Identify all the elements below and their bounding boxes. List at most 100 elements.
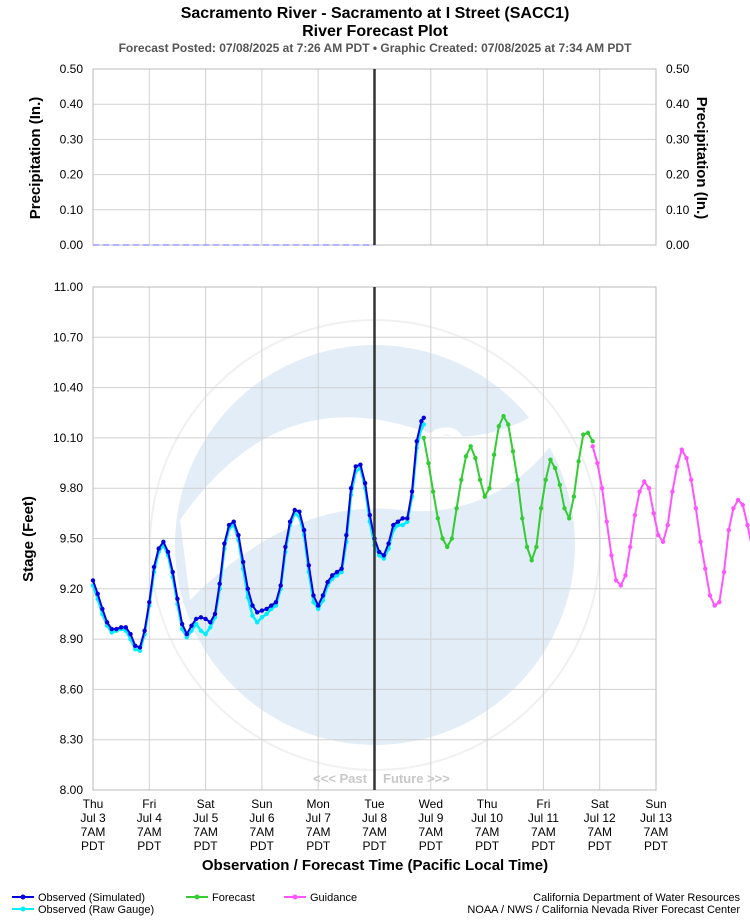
data-point-forecast xyxy=(473,455,478,461)
data-point-observed-simulated xyxy=(151,564,157,570)
data-point-observed-simulated xyxy=(133,643,138,649)
data-point-observed-simulated xyxy=(222,541,227,546)
stage-y-tick: 10.10 xyxy=(53,431,83,445)
posted-timestamp: Forecast Posted: 07/08/2025 at 7:26 AM P… xyxy=(119,41,633,55)
data-point-guidance xyxy=(618,583,624,588)
precipitation-y-label-left: Precipitation (In.) xyxy=(27,97,44,220)
precipitation-y-ticks-right: 0.00 0.10 0.20 0.30 0.40 0.50 xyxy=(666,62,690,252)
series-guidance xyxy=(590,444,750,608)
stage-x-tick: Sat Jul 5 7AM PDT xyxy=(193,797,219,853)
data-point-observed-simulated xyxy=(334,569,340,575)
data-point-guidance xyxy=(637,489,642,494)
data-point-guidance xyxy=(642,479,647,484)
data-point-guidance xyxy=(735,497,741,503)
precip-y-tick-right: 0.20 xyxy=(666,168,690,182)
credit-noaa: NOAA / NWS / California Nevada River For… xyxy=(467,904,740,916)
data-point-observed-simulated xyxy=(208,620,213,625)
stage-y-tick: 9.80 xyxy=(60,481,84,495)
data-point-observed-simulated xyxy=(226,522,232,528)
stage-panel: 8.00 8.30 8.60 8.90 9.20 9.50 9.80 10.10 10.40 10… xyxy=(20,280,750,874)
data-point-guidance xyxy=(595,460,600,466)
chart-subtitle: River Forecast Plot xyxy=(302,23,449,40)
data-point-observed-simulated xyxy=(161,539,166,545)
series-line-observed-simulated xyxy=(92,417,425,649)
data-point-observed-raw-gauge xyxy=(273,603,279,608)
data-point-observed-raw-gauge xyxy=(334,573,340,578)
data-point-guidance xyxy=(721,569,727,575)
data-point-observed-simulated xyxy=(400,516,405,521)
data-point-observed-simulated xyxy=(414,439,419,444)
series-line-guidance xyxy=(591,446,750,607)
stage-x-ticks: Thu Jul 3 7AM PDT Fri Jul 4 7AM PDT Sat Jul 5 7AM P… xyxy=(80,797,672,853)
data-point-guidance xyxy=(745,522,750,528)
data-point-observed-simulated xyxy=(255,610,260,615)
data-point-forecast xyxy=(445,544,450,550)
data-point-observed-simulated xyxy=(118,625,124,630)
data-point-guidance xyxy=(670,489,675,494)
data-point-forecast xyxy=(501,413,506,419)
data-point-guidance xyxy=(632,512,638,518)
data-point-observed-raw-gauge xyxy=(269,606,274,612)
stage-y-tick: 8.90 xyxy=(60,632,84,646)
data-point-observed-simulated xyxy=(109,626,114,632)
data-point-observed-simulated xyxy=(287,519,293,524)
data-point-forecast xyxy=(463,454,469,459)
data-point-observed-simulated xyxy=(236,532,241,538)
data-point-guidance xyxy=(712,603,717,608)
data-point-guidance xyxy=(679,447,685,452)
data-point-forecast xyxy=(543,477,548,483)
data-point-observed-simulated xyxy=(273,600,279,605)
data-point-guidance xyxy=(646,486,652,491)
data-point-observed-raw-gauge xyxy=(194,621,199,627)
data-point-observed-raw-gauge xyxy=(250,613,255,618)
data-point-forecast xyxy=(449,536,455,541)
data-point-observed-raw-gauge xyxy=(259,615,265,620)
data-point-observed-simulated xyxy=(156,546,161,551)
stage-x-tick: Sat Jul 12 7AM PDT xyxy=(584,797,616,853)
data-point-observed-raw-gauge xyxy=(203,631,208,637)
legend-label-observed-simulated: Observed (Simulated) xyxy=(38,892,145,904)
data-point-forecast xyxy=(534,544,539,550)
data-point-observed-simulated xyxy=(344,532,349,538)
data-point-observed-simulated xyxy=(147,600,152,605)
data-point-observed-simulated xyxy=(311,593,316,598)
data-point-forecast xyxy=(487,486,492,491)
precip-y-tick-right: 0.40 xyxy=(666,97,690,111)
data-point-observed-raw-gauge xyxy=(198,628,204,633)
series-observed-simulated xyxy=(90,415,426,650)
data-point-forecast xyxy=(496,423,502,429)
data-point-forecast xyxy=(468,444,473,449)
data-point-observed-simulated xyxy=(165,549,171,555)
data-point-observed-simulated xyxy=(179,621,185,627)
data-point-observed-raw-gauge xyxy=(137,648,143,654)
data-point-observed-simulated xyxy=(367,512,373,518)
data-point-guidance xyxy=(665,522,670,528)
data-point-forecast xyxy=(552,465,558,471)
precipitation-y-label-right: Precipitation (In.) xyxy=(693,97,710,220)
data-point-guidance xyxy=(693,506,699,511)
data-point-forecast xyxy=(585,430,591,436)
data-point-observed-raw-gauge xyxy=(316,606,321,612)
stage-x-tick: Fri Jul 4 7AM PDT xyxy=(137,797,163,853)
data-point-observed-raw-gauge xyxy=(395,522,401,528)
data-point-observed-simulated xyxy=(217,581,222,586)
data-point-observed-raw-gauge xyxy=(255,620,260,625)
precipitation-y-ticks-left: 0.00 0.10 0.20 0.30 0.40 0.50 xyxy=(60,62,84,252)
data-point-guidance xyxy=(726,527,731,533)
data-point-observed-raw-gauge xyxy=(421,422,426,427)
past-annotation: <<< Past xyxy=(313,771,368,786)
legend-item-observed-simulated: Observed (Simulated) xyxy=(12,892,145,904)
data-point-observed-simulated xyxy=(376,549,382,555)
data-point-guidance xyxy=(703,566,708,571)
data-point-observed-simulated xyxy=(358,462,363,467)
data-point-observed-simulated xyxy=(184,631,190,637)
stage-x-tick: Sun Jul 6 7AM PDT xyxy=(249,797,275,853)
data-point-observed-simulated xyxy=(175,596,180,602)
data-point-guidance xyxy=(731,506,736,511)
precip-y-tick-right: 0.30 xyxy=(666,132,690,146)
stage-series xyxy=(90,413,750,654)
data-point-observed-simulated xyxy=(395,519,401,524)
precip-y-tick-left: 0.50 xyxy=(60,62,84,76)
data-point-observed-simulated xyxy=(189,623,194,628)
